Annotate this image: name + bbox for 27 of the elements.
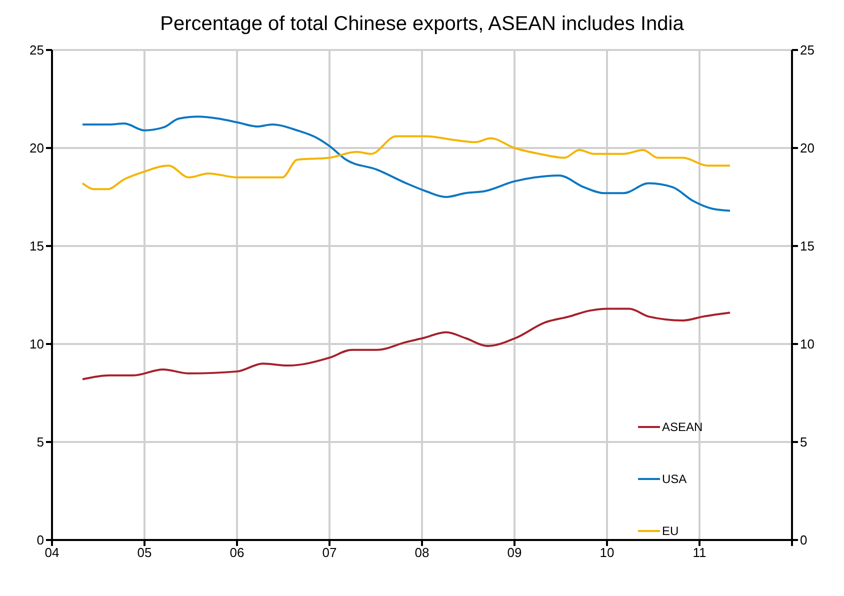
y-tick-label: 10 [30, 336, 44, 352]
y2-tick-label: 0 [800, 532, 808, 548]
line-series [82, 116, 732, 212]
y-tick-label: 5 [36, 434, 44, 450]
y-tick-label: 20 [30, 140, 44, 156]
x-tick-label: 08 [414, 545, 430, 560]
y2-tick-label: 20 [800, 140, 814, 156]
x-tick-label: 04 [44, 545, 60, 560]
x-tick-label: 07 [322, 545, 337, 560]
legend-label: EU [662, 524, 679, 538]
x-tick-label: 05 [137, 545, 152, 560]
legend-label: ASEAN [662, 420, 703, 434]
y2-tick-label: 25 [800, 42, 814, 58]
y-tick-label: 25 [30, 42, 44, 58]
y2-tick-label: 10 [800, 336, 814, 352]
x-tick-label: 10 [600, 545, 614, 560]
y2-tick-label: 5 [800, 434, 808, 450]
line-series [82, 308, 732, 380]
y-tick-label: 0 [36, 532, 44, 548]
line-series [82, 135, 732, 190]
y2-tick-label: 15 [800, 238, 814, 254]
y-tick-label: 15 [30, 238, 44, 254]
x-tick-label: 09 [507, 545, 522, 560]
chart-title: Percentage of total Chinese exports, ASEAN includes India [159, 12, 685, 37]
x-tick-label: 11 [692, 545, 706, 560]
legend-label: USA [662, 472, 687, 486]
x-tick-label: 06 [230, 545, 244, 560]
